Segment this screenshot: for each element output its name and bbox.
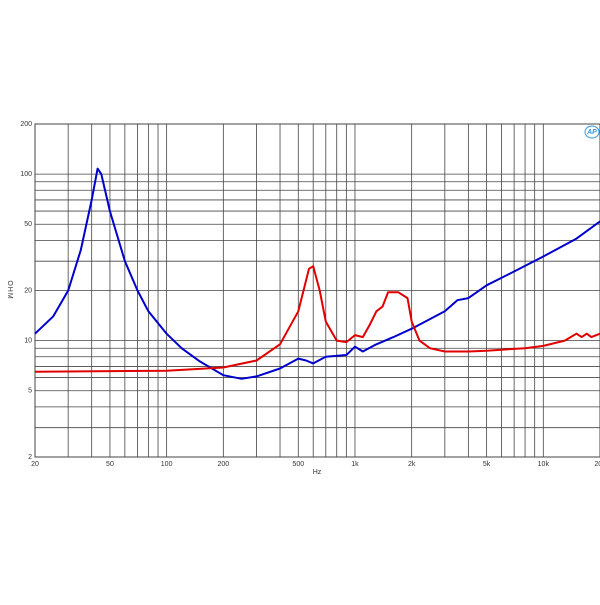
- y-axis-label: OHM: [6, 280, 13, 299]
- y-tick-label: 200: [20, 121, 32, 128]
- x-tick-label: 1k: [351, 461, 359, 468]
- x-axis-label: Hz: [313, 469, 322, 476]
- x-tick-label: 5k: [483, 461, 491, 468]
- x-tick-label: 2k: [408, 461, 416, 468]
- y-tick-label: 50: [24, 221, 32, 228]
- plot-frame: [34, 123, 600, 458]
- impedance-line: [34, 167, 600, 380]
- y-tick-label: 10: [24, 337, 32, 344]
- x-tick-label: 100: [161, 461, 173, 468]
- logo-icon: [584, 125, 600, 139]
- y-tick-label: 100: [20, 171, 32, 178]
- impedance-line: [34, 265, 600, 373]
- y-tick-label: 2: [28, 454, 32, 461]
- x-tick-label: 50: [106, 461, 114, 468]
- y-tick-label: 5: [28, 388, 32, 395]
- x-tick-label: 200: [217, 461, 229, 468]
- x-tick-label: 20k: [594, 461, 600, 468]
- y-tick-label: 20: [24, 287, 32, 294]
- x-tick-label: 20: [31, 461, 39, 468]
- x-tick-label: 10k: [538, 461, 550, 468]
- x-tick-label: 500: [292, 461, 304, 468]
- logo: AP: [586, 129, 597, 136]
